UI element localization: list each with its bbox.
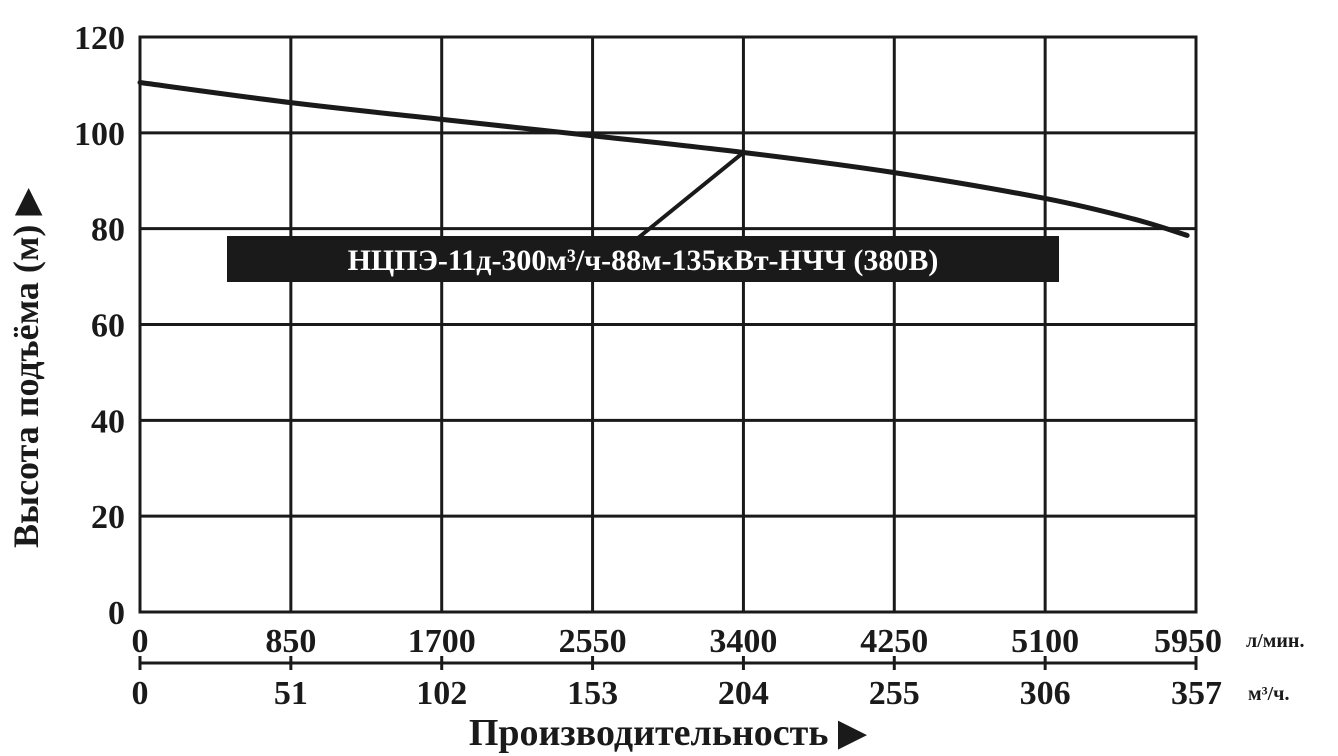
y-tick-label: 0 [108,595,125,632]
plot-frame [138,35,1198,614]
x-tick-label-primary: 2550 [559,623,627,660]
x-tick-label-primary: 850 [265,623,316,660]
x-tick-label-secondary: 153 [567,675,618,712]
x-axis-title: Производительность ▶ [469,712,868,754]
callout-leader-line [636,150,745,240]
x-tick-label-primary: 5100 [1011,623,1079,660]
x-tick-label-primary: 3400 [709,623,777,660]
x-unit-primary: л/мин. [1246,630,1304,652]
y-axis-title: Высота подъёма (м) ▶ [6,188,46,548]
x-tick-label-primary: 1700 [408,623,476,660]
series [137,80,1190,238]
series-line [137,80,1190,238]
callout-box [227,236,1059,282]
x-tick-labels-secondary: 0 51 102 153 204 255 306 357 м³/ч. [132,675,1290,712]
x-unit-secondary: м³/ч. [1248,683,1289,705]
x-axis-secondary [138,656,1198,670]
x-tick-label-secondary: 0 [132,675,149,712]
y-tick-label: 100 [74,116,125,153]
x-tick-label-secondary: 204 [718,675,769,712]
x-tick-label-primary: 0 [132,623,149,660]
series-callout: НЦПЭ-11д-300м³/ч-88м-135кВт-НЧЧ (380В) [227,150,1059,282]
y-tick-label: 80 [91,212,125,249]
x-tick-label-primary: 4250 [860,623,928,660]
grid [138,35,1198,614]
x-tick-label-secondary: 306 [1020,675,1071,712]
x-tick-label-secondary: 51 [274,675,308,712]
x-tick-label-secondary: 102 [416,675,467,712]
y-tick-label: 120 [74,20,125,57]
x-tick-label-secondary: 357 [1171,675,1222,712]
y-tick-labels: 0 20 40 60 80 100 120 [74,20,125,632]
y-tick-label: 40 [91,403,125,440]
callout-label: НЦПЭ-11д-300м³/ч-88м-135кВт-НЧЧ (380В) [348,244,939,277]
x-tick-label-primary: 5950 [1154,623,1222,660]
y-tick-label: 60 [91,308,125,345]
x-tick-label-secondary: 255 [869,675,920,712]
y-tick-label: 20 [91,499,125,536]
x-tick-labels-primary: 0 850 1700 2550 3400 4250 5100 5950 л/мин. [132,623,1305,660]
